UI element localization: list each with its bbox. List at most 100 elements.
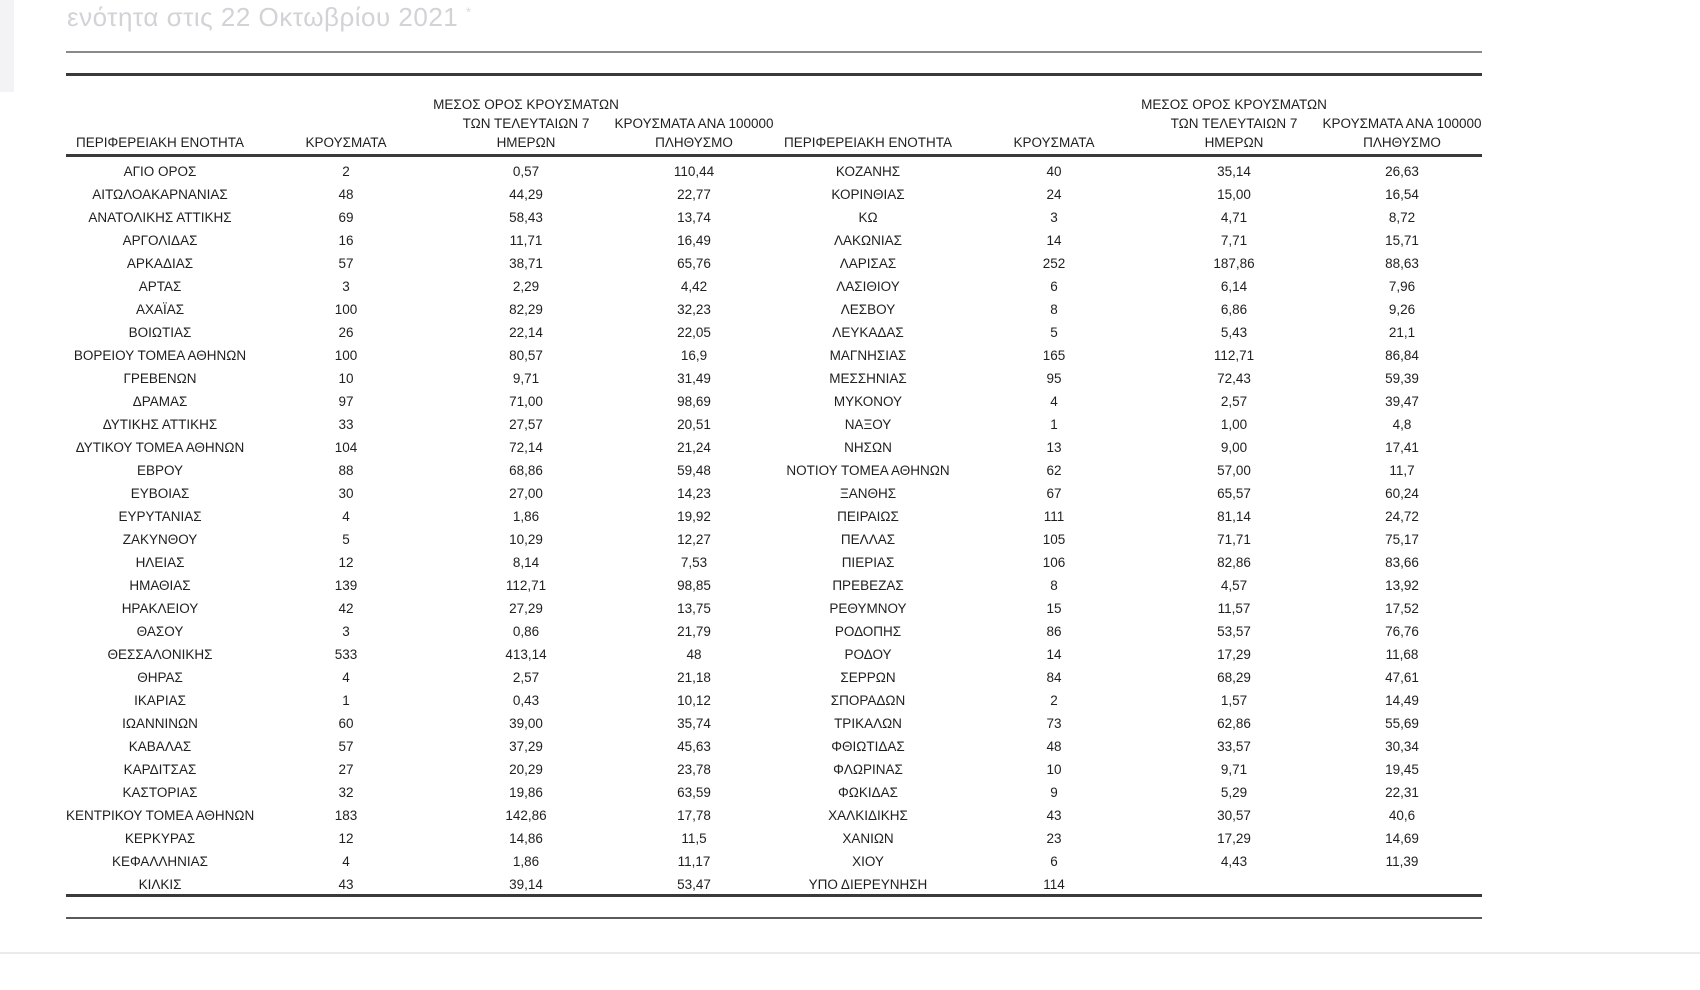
avg7-value: 7,71 [1220,233,1248,248]
region-name: ΛΑΡΙΣΑΣ [839,256,897,271]
region-name: ΛΑΣΙΘΙΟΥ [836,279,900,294]
cases-value: 4 [342,854,350,869]
per100k-value: 13,74 [677,210,711,225]
header-cases-label: ΚΡΟΥΣΜΑΤΑ [305,135,387,150]
table-row: ΚΑΣΤΟΡΙΑΣ 32 19,86 63,59 [66,781,774,804]
cases-value: 114 [1043,877,1065,892]
avg7-value: 1,86 [512,854,540,869]
table-row: ΛΑΚΩΝΙΑΣ 14 7,71 15,71 [774,229,1482,252]
table-row: ΑΡΤΑΣ 3 2,29 4,42 [66,275,774,298]
avg7-value: 4,71 [1220,210,1248,225]
table-row: ΛΑΣΙΘΙΟΥ 6 6,14 7,96 [774,275,1482,298]
table-row: ΛΑΡΙΣΑΣ 252 187,86 88,63 [774,252,1482,275]
header-cases: ΚΡΟΥΣΜΑΤΑ [962,133,1146,152]
header-per100k-line2: ΠΛΗΘΥΣΜΟ [1363,135,1441,150]
table-row: ΒΟΙΩΤΙΑΣ 26 22,14 22,05 [66,321,774,344]
bottom-rule-thin [66,917,1482,919]
header-avg7-line1: ΜΕΣΟΣ ΟΡΟΣ ΚΡΟΥΣΜΑΤΩΝ [433,97,619,112]
region-name: ΚΑΣΤΟΡΙΑΣ [122,785,198,800]
region-name: ΑΙΤΩΛΟΑΚΑΡΝΑΝΙΑΣ [92,187,228,202]
avg7-value: 9,71 [512,371,540,386]
region-name: ΜΥΚΟΝΟΥ [833,394,903,409]
region-name: ΦΩΚΙΔΑΣ [838,785,898,800]
per100k-value: 35,74 [677,716,711,731]
cases-value: 183 [334,808,358,823]
cases-value: 88 [338,463,354,478]
region-name: ΖΑΚΥΝΘΟΥ [122,532,198,547]
cases-value: 1 [342,693,350,708]
cases-value: 57 [338,256,354,271]
table-row: ΙΚΑΡΙΑΣ 1 0,43 10,12 [66,689,774,712]
cases-value: 6 [1050,854,1058,869]
table-header-right: ΠΕΡΙΦΕΡΕΙΑΚΗ ΕΝΟΤΗΤΑ ΚΡΟΥΣΜΑΤΑ ΜΕΣΟΣ ΟΡΟ… [774,88,1482,152]
table-row: ΔΥΤΙΚΟΥ ΤΟΜΕΑ ΑΘΗΝΩΝ 104 72,14 21,24 [66,436,774,459]
table-row: ΧΑΝΙΩΝ 23 17,29 14,69 [774,827,1482,850]
table-row: ΗΜΑΘΙΑΣ 139 112,71 98,85 [66,574,774,597]
per100k-value: 17,41 [1385,440,1419,455]
cases-value: 86 [1046,624,1062,639]
cases-value: 32 [338,785,354,800]
table-row: ΚΕΝΤΡΙΚΟΥ ΤΟΜΕΑ ΑΘΗΝΩΝ 183 142,86 17,78 [66,804,774,827]
region-name: ΑΡΤΑΣ [138,279,182,294]
per100k-value: 110,44 [673,164,715,179]
per100k-value: 13,75 [677,601,711,616]
cases-value: 43 [338,877,354,892]
per100k-value: 16,54 [1385,187,1419,202]
top-rule-thin [66,51,1482,53]
header-per100k: ΚΡΟΥΣΜΑΤΑ ΑΝΑ 100000 ΠΛΗΘΥΣΜΟ [1322,114,1482,152]
avg7-value: 20,29 [509,762,543,777]
per100k-value: 40,6 [1388,808,1416,823]
avg7-value: 112,71 [1213,348,1255,363]
table-row: ΜΥΚΟΝΟΥ 4 2,57 39,47 [774,390,1482,413]
per100k-value [1322,873,1482,896]
cases-value: 73 [1046,716,1062,731]
cases-value: 2 [1050,693,1058,708]
region-name: ΝΑΞΟΥ [844,417,892,432]
per100k-value: 19,45 [1385,762,1419,777]
per100k-value: 63,59 [677,785,711,800]
region-name: ΚΕΝΤΡΙΚΟΥ ΤΟΜΕΑ ΑΘΗΝΩΝ [66,808,255,823]
table-row: ΘΗΡΑΣ 4 2,57 21,18 [66,666,774,689]
region-name: ΚΟΖΑΝΗΣ [835,164,901,179]
region-name: ΡΕΘΥΜΝΟΥ [829,601,907,616]
header-avg7-line2: ΤΩΝ ΤΕΛΕΥΤΑΙΩΝ 7 [1170,116,1298,131]
avg7-value: 57,00 [1217,463,1251,478]
table-row: ΦΛΩΡΙΝΑΣ 10 9,71 19,45 [774,758,1482,781]
avg7-value: 27,00 [509,486,543,501]
avg7-value: 0,86 [512,624,540,639]
region-name: ΘΗΡΑΣ [137,670,183,685]
region-name: ΗΜΑΘΙΑΣ [129,578,191,593]
region-name: ΛΕΣΒΟΥ [840,302,896,317]
avg7-value: 82,86 [1217,555,1251,570]
table-row: ΤΡΙΚΑΛΩΝ 73 62,86 55,69 [774,712,1482,735]
table-row: ΕΒΡΟΥ 88 68,86 59,48 [66,459,774,482]
region-name: ΚΕΡΚΥΡΑΣ [124,831,196,846]
table-row: ΧΙΟΥ 6 4,43 11,39 [774,850,1482,873]
region-name: ΛΑΚΩΝΙΑΣ [834,233,902,248]
avg7-value: 58,43 [509,210,543,225]
avg7-value: 6,86 [1220,302,1248,317]
table-row: ΙΩΑΝΝΙΝΩΝ 60 39,00 35,74 [66,712,774,735]
region-name: ΚΟΡΙΝΘΙΑΣ [831,187,905,202]
per100k-value: 45,63 [677,739,711,754]
table-row: ΚΟΖΑΝΗΣ 40 35,14 26,63 [774,160,1482,183]
table-row: ΑΝΑΤΟΛΙΚΗΣ ΑΤΤΙΚΗΣ 69 58,43 13,74 [66,206,774,229]
per100k-value: 11,68 [1385,647,1419,662]
table-row: ΝΑΞΟΥ 1 1,00 4,8 [774,413,1482,436]
table-row: ΕΥΒΟΙΑΣ 30 27,00 14,23 [66,482,774,505]
region-name: ΗΛΕΙΑΣ [135,555,185,570]
table-row: ΠΙΕΡΙΑΣ 106 82,86 83,66 [774,551,1482,574]
avg7-value: 71,71 [1217,532,1251,547]
cases-value: 14 [1046,647,1062,662]
avg7-value [1146,873,1322,896]
table-row: ΝΟΤΙΟΥ ΤΟΜΕΑ ΑΘΗΝΩΝ 62 57,00 11,7 [774,459,1482,482]
per100k-value: 17,52 [1385,601,1419,616]
region-name: ΡΟΔΟΠΗΣ [834,624,902,639]
per100k-value: 15,71 [1385,233,1419,248]
avg7-value: 413,14 [505,647,547,662]
avg7-value: 2,57 [512,670,540,685]
table-row: ΚΙΛΚΙΣ 43 39,14 53,47 [66,873,774,896]
avg7-value: 5,29 [1220,785,1248,800]
avg7-value: 27,57 [509,417,543,432]
page-edge-strip [0,0,14,92]
